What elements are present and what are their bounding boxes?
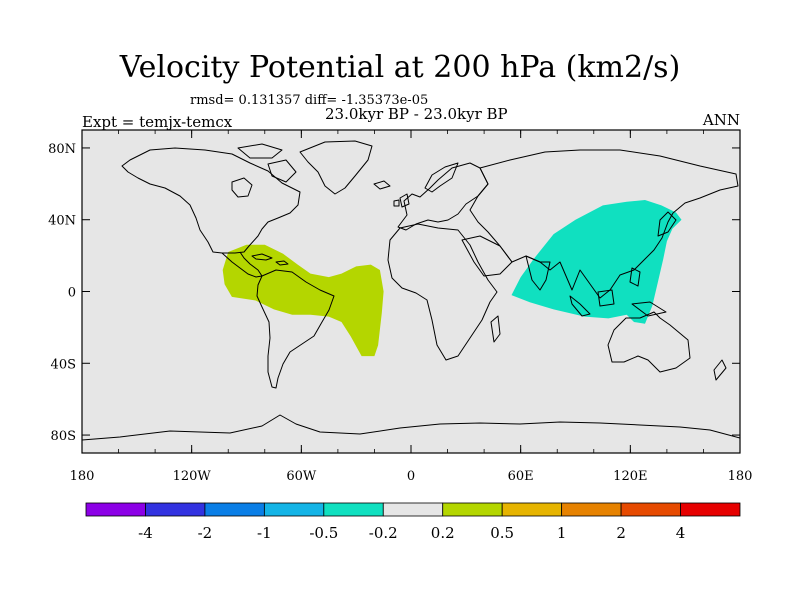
- colorbar-box: [382, 502, 444, 517]
- coastline-south-america: [256, 269, 335, 389]
- coastline-arctic-islands: [237, 143, 283, 159]
- region-americas-atlantic-positive: [222, 244, 384, 357]
- coastline-madagascar: [490, 315, 501, 343]
- colorbar-box: [263, 502, 325, 517]
- x-tick-label: 0: [407, 469, 415, 484]
- colorbar-label: 1: [557, 524, 567, 542]
- colorbar-box: [561, 502, 622, 517]
- coastline-north-america: [121, 147, 301, 254]
- coastline-baffin-island: [267, 159, 297, 183]
- colorbar-label: 0.5: [490, 524, 514, 542]
- coastline-arabia: [461, 235, 513, 277]
- coastline-new-guinea: [631, 301, 667, 317]
- coastline-greenland: [299, 140, 373, 195]
- colorbar-box: [442, 502, 503, 517]
- stats-line: rmsd= 0.131357 diff= -1.35373e-05: [190, 93, 429, 108]
- coastline-hispaniola: [275, 260, 289, 266]
- colorbar-box: [204, 502, 265, 517]
- period-label: 23.0kyr BP - 23.0kyr BP: [325, 105, 508, 123]
- season-label: ANN: [702, 111, 740, 129]
- coastline-new-zealand: [713, 359, 727, 381]
- experiment-label: Expt = temjx-temcx: [82, 113, 233, 131]
- y-tick-label: 0: [68, 286, 76, 301]
- coastline-australia: [607, 311, 691, 373]
- colorbar-box: [620, 502, 681, 517]
- region-asia-pacific-negative: [511, 200, 682, 324]
- coastline-japan: [657, 211, 677, 237]
- y-tick-label: 80N: [48, 142, 76, 157]
- colorbar-label: 4: [676, 524, 686, 542]
- coastline-asia: [469, 149, 739, 299]
- colorbar-label: -4: [138, 524, 153, 542]
- y-tick-label: 40N: [48, 214, 76, 229]
- coastline-scandinavia: [424, 162, 459, 193]
- x-tick-label: 60E: [508, 469, 534, 484]
- colorbar-label: -1: [257, 524, 272, 542]
- coastline-ireland: [393, 199, 400, 207]
- x-tick-label: 60W: [286, 469, 317, 484]
- coastline-africa: [387, 223, 498, 361]
- coastline-sumatra: [569, 295, 591, 317]
- coastline-central-america: [221, 251, 263, 278]
- colorbar-box: [680, 502, 741, 517]
- colorbar-box: [85, 502, 146, 517]
- coastline-great-britain: [399, 193, 410, 208]
- x-tick-label: 120W: [173, 469, 212, 484]
- x-tick-label: 180: [70, 469, 95, 484]
- coastline-iceland: [373, 180, 391, 190]
- colorbar-box: [145, 502, 206, 517]
- coastline-antarctica: [82, 414, 740, 441]
- x-tick-label: 120E: [613, 469, 647, 484]
- colorbar-label: -0.5: [309, 524, 338, 542]
- plot-title: Velocity Potential at 200 hPa (km2/s): [119, 50, 681, 85]
- colorbar-label: 0.2: [431, 524, 455, 542]
- colorbar-box: [323, 502, 384, 517]
- y-tick-label: 40S: [51, 357, 76, 372]
- colorbar-label: -0.2: [369, 524, 398, 542]
- coastline-philippines: [629, 267, 641, 287]
- x-tick-label: 180: [728, 469, 753, 484]
- y-tick-label: 80S: [51, 429, 76, 444]
- coastline-cuba: [251, 253, 273, 261]
- coastline-hudson-bay: [231, 177, 253, 198]
- colorbar-label: 2: [616, 524, 626, 542]
- coastline-borneo: [597, 289, 615, 307]
- colorbar-label: -2: [198, 524, 213, 542]
- colorbar-box: [501, 502, 563, 517]
- coastline-india: [525, 255, 551, 291]
